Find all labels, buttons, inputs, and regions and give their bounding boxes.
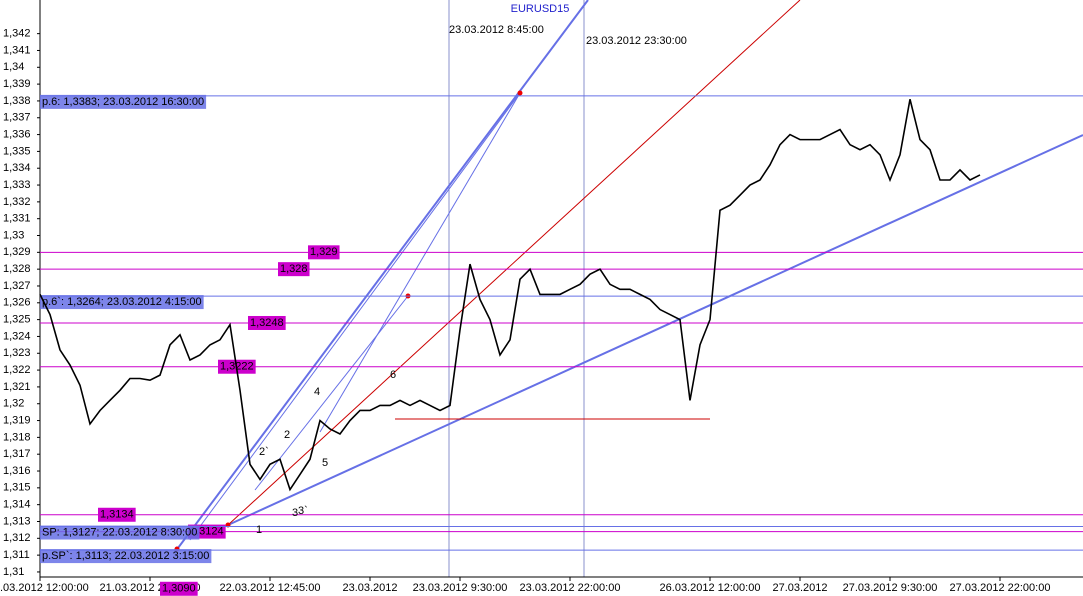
level-label: 1,3134	[100, 509, 134, 521]
y-tick-label: 1,322	[3, 364, 31, 376]
point-tag: p.SP`: 1,3113; 22.03.2012 3:15:00	[40, 549, 212, 564]
y-tick-label: 1,323	[3, 347, 31, 359]
y-tick-label: 1,313	[3, 515, 31, 527]
y-tick-label: 1,318	[3, 431, 31, 443]
x-tick-label: 22.03.2012 12:45:00	[220, 582, 321, 594]
price-line	[39, 99, 981, 492]
level-tag: 1,3248	[248, 315, 286, 330]
y-tick-label: 1,334	[3, 162, 31, 174]
wave-label: 2`	[259, 446, 269, 458]
vline-label: 23.03.2012 23:30:00	[586, 35, 687, 47]
x-tick-label: 27.03.2012	[772, 582, 827, 594]
level-label: 1,328	[280, 263, 308, 275]
level-box	[278, 262, 310, 277]
level-label: 1,3090	[162, 583, 196, 595]
x-tick-label: 23.03.2012 22:00:00	[520, 582, 621, 594]
level-box	[98, 507, 136, 522]
trend-line	[319, 92, 521, 433]
level-box	[160, 581, 198, 596]
wave-label: 2	[284, 429, 290, 441]
pivot-dot	[517, 90, 523, 96]
point-tag: p.6`: 1,3264; 23.03.2012 4:15:00	[40, 295, 204, 310]
y-tick-label: 1,317	[3, 448, 31, 460]
trend-line	[254, 295, 409, 491]
level-box	[248, 315, 286, 330]
x-tick-label: .03.2012 12:00:00	[0, 582, 89, 594]
trend-line	[227, 134, 1083, 526]
y-tick-label: 1,336	[3, 128, 31, 140]
point-tag: SP: 1,3127; 22.03.2012 8:30:00	[40, 525, 200, 540]
y-tick-label: 1,31	[3, 566, 24, 578]
y-tick-label: 1,326	[3, 297, 31, 309]
y-tick-label: 1,342	[3, 28, 31, 40]
point-label: p.6: 1,3383; 23.03.2012 16:30:00	[42, 96, 204, 108]
y-tick-label: 1,34	[3, 61, 24, 73]
point-box	[40, 295, 204, 310]
y-tick-label: 1,338	[3, 95, 31, 107]
x-tick-label: 27.03.2012 9:30:00	[843, 582, 938, 594]
y-tick-label: 1,311	[3, 549, 30, 561]
point-box	[40, 94, 207, 109]
y-tick-label: 1,314	[3, 499, 31, 511]
y-tick-label: 1,332	[3, 196, 31, 208]
y-tick-label: 1,331	[3, 213, 31, 225]
y-tick-label: 1,341	[3, 44, 31, 56]
y-tick-label: 1,324	[3, 330, 31, 342]
y-tick-label: 1,325	[3, 314, 31, 326]
y-tick-label: 1,328	[3, 263, 31, 275]
level-tag: 1,3090	[160, 581, 198, 596]
level-tag: 1,329	[308, 245, 340, 260]
y-tick-label: 1,312	[3, 532, 31, 544]
x-tick-label: 27.03.2012 22:00:00	[950, 582, 1051, 594]
point-box	[40, 549, 212, 564]
y-tick-label: 1,321	[3, 381, 31, 393]
y-tick-label: 1,315	[3, 482, 31, 494]
point-label: p.SP`: 1,3113; 22.03.2012 3:15:00	[42, 550, 209, 562]
x-tick-label: 23.03.2012	[342, 582, 397, 594]
y-tick-label: 1,337	[3, 112, 31, 124]
y-tick-label: 1,316	[3, 465, 31, 477]
y-tick-label: 1,333	[3, 179, 31, 191]
y-tick-label: 1,32	[3, 398, 24, 410]
level-tag: 1,328	[278, 262, 310, 277]
point-box	[40, 525, 200, 540]
x-tick-label: 23.03.2012 9:30:00	[413, 582, 508, 594]
level-tag: 1,3134	[98, 507, 136, 522]
y-tick-label: 1,329	[3, 246, 31, 258]
wave-label: 1	[256, 524, 262, 536]
trend-lines	[39, 0, 1083, 578]
level-label: 1,329	[310, 246, 338, 258]
trend-line	[189, 92, 521, 541]
vline-label: 23.03.2012 8:45:00	[449, 24, 544, 36]
x-tick-label: 26.03.2012 12:00:00	[660, 582, 761, 594]
y-tick-label: 1,335	[3, 145, 31, 157]
trend-line	[227, 0, 801, 526]
wave-label: 5	[322, 457, 328, 469]
level-box	[308, 245, 340, 260]
wave-label: 6	[390, 369, 396, 381]
point-label: p.6`: 1,3264; 23.03.2012 4:15:00	[42, 296, 202, 308]
wave-label: 3`	[298, 505, 308, 517]
chart-title: EURUSD15	[511, 3, 570, 15]
wave-label: 4	[314, 386, 320, 398]
point-tag: p.6: 1,3383; 23.03.2012 16:30:00	[40, 94, 207, 109]
y-tick-label: 1,33	[3, 229, 24, 241]
y-tick-label: 1,327	[3, 280, 31, 292]
point-label: SP: 1,3127; 22.03.2012 8:30:00	[42, 526, 197, 538]
y-tick-label: 1,319	[3, 414, 31, 426]
y-tick-label: 1,339	[3, 78, 31, 90]
level-label: 1,3248	[250, 317, 284, 329]
wave-label: 3	[292, 507, 298, 519]
